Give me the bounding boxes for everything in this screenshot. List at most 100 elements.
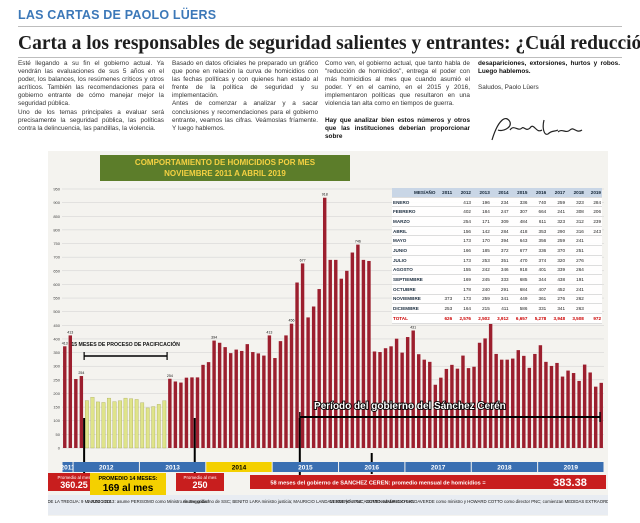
table-cell	[436, 216, 454, 227]
table-cell: FEBRERO	[392, 206, 437, 218]
bar	[190, 377, 194, 448]
table-cell: 918	[509, 265, 529, 276]
table-cell: 336	[528, 245, 548, 256]
table-total-cell: 3,912	[490, 313, 510, 324]
table-cell: 234	[490, 197, 510, 208]
table-cell	[584, 245, 602, 256]
bar	[90, 397, 95, 449]
bar	[262, 355, 266, 448]
table-cell: 242	[471, 265, 491, 276]
table-cell: AGOSTO	[392, 265, 437, 276]
bar	[278, 341, 283, 448]
table-cell: 470	[509, 255, 529, 266]
table-cell: 309	[490, 216, 510, 227]
year-band	[339, 462, 405, 472]
bar	[328, 259, 332, 448]
table-cell: 438	[547, 274, 567, 285]
bar	[477, 342, 482, 448]
bar	[234, 349, 238, 448]
bar	[68, 335, 73, 448]
table-cell: 452	[547, 284, 567, 295]
table-cell: 253	[471, 255, 491, 266]
chart-title: COMPORTAMIENTO DE HOMICIDIOS POR MES	[134, 158, 316, 167]
y-tick-label: 400	[53, 336, 60, 341]
table-cell: 240	[471, 284, 491, 295]
table-cell: 370	[547, 245, 567, 256]
table-cell: 262	[566, 294, 585, 305]
bar	[284, 335, 288, 448]
bar	[151, 406, 156, 449]
bar	[472, 366, 476, 448]
table-cell: 341	[490, 294, 510, 305]
bar	[533, 353, 537, 448]
bar	[339, 278, 344, 448]
year-band	[538, 462, 604, 472]
bar	[400, 352, 404, 448]
table-cell: SEPTIEMBRE	[392, 274, 437, 285]
bar	[118, 400, 122, 449]
table-cell	[584, 274, 602, 285]
bar	[505, 359, 509, 448]
table-cell: 185	[471, 245, 491, 256]
table-cell: 156	[453, 226, 472, 237]
bar	[85, 400, 89, 449]
avg-box-3-label: Promedio al mes	[184, 475, 218, 480]
section-header: LAS CARTAS DE PAOLO LÜERS	[18, 8, 217, 22]
year-label: 2012	[99, 465, 114, 472]
avg-box-2-value: 169 al mes	[103, 483, 154, 494]
table-cell: 351	[490, 255, 510, 266]
table-cell: 312	[566, 216, 585, 227]
note-ssc-government: Asume gobierno de SSC; BENITO LARA minis…	[183, 499, 414, 504]
bar	[256, 353, 261, 448]
table-cell	[436, 235, 454, 247]
bar	[499, 359, 504, 448]
table-header-cell: 2017	[547, 188, 567, 198]
table-cell: 184	[471, 206, 491, 218]
year-band	[206, 462, 272, 472]
bar	[168, 378, 172, 448]
bar	[450, 364, 454, 448]
chart-subtitle: NOVIEMBRE 2011 A ABRIL 2019	[164, 169, 286, 178]
y-tick-label: 550	[53, 296, 60, 301]
table-row: AGOSTO 155 242 346 918 401 339 264	[392, 265, 602, 276]
bar	[544, 361, 548, 448]
bar	[555, 362, 559, 448]
table-header-row: MES/AÑO 2011 2012 2013 2014 2015 2016 2017 2018 2…	[392, 188, 602, 198]
table-cell: 484	[509, 216, 529, 227]
bar	[317, 289, 321, 448]
bar	[527, 367, 532, 448]
table-total-cell: 5,278	[528, 313, 548, 324]
table-cell: 373	[436, 294, 454, 305]
table-cell: 333	[490, 274, 510, 285]
bar	[599, 382, 603, 448]
bar	[300, 263, 305, 448]
bar	[378, 352, 382, 448]
bar	[582, 364, 587, 448]
table-cell: 254	[453, 216, 472, 227]
y-tick-label: 900	[53, 200, 60, 205]
sc-average-label: 58 meses del gobierno de SANCHEZ CEREN: …	[270, 481, 486, 487]
y-tick-label: 300	[53, 364, 60, 369]
table-cell: 320	[547, 255, 567, 266]
table-cell: 196	[471, 197, 491, 208]
table-cell: 243	[584, 226, 602, 237]
year-label: 2011	[60, 465, 74, 472]
avg-box-1	[48, 473, 100, 491]
table-cell: 215	[471, 303, 491, 314]
table-row: JULIO 173 253 351 470 374 320 276	[392, 255, 602, 266]
data-label: 394	[211, 336, 217, 340]
table-cell: 253	[436, 303, 454, 314]
table-row: ABRIL 156 142 284 418 353 290 316 243	[392, 226, 602, 237]
bar	[134, 399, 139, 449]
table-cell: MAYO	[392, 235, 437, 247]
bar	[350, 252, 355, 448]
table-cell: 178	[453, 284, 472, 295]
table-row: SEPTIEMBRE 169 245 333 685 344 438 191	[392, 274, 602, 285]
table-cell: 664	[528, 206, 548, 218]
column-1: Esté llegando a su fin el gobierno actua…	[18, 60, 164, 133]
table-total-cell: 972	[584, 313, 602, 324]
table-cell: 245	[471, 274, 491, 285]
sc-average-value: 383.38	[553, 477, 587, 489]
table-cell: 611	[528, 216, 548, 227]
y-tick-label: 500	[53, 309, 60, 314]
